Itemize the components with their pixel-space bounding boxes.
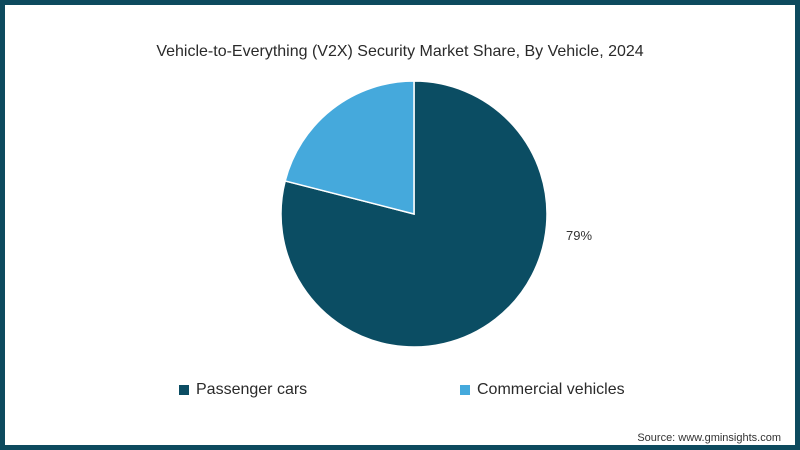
chart-title: Vehicle-to-Everything (V2X) Security Mar… bbox=[156, 43, 644, 60]
legend-label: Commercial vehicles bbox=[477, 381, 625, 398]
legend-item-passenger-cars: Passenger cars bbox=[179, 381, 307, 399]
source-note: Source: www.gminsights.com bbox=[637, 432, 781, 444]
legend-swatch-passenger-cars bbox=[179, 385, 189, 395]
pie-chart bbox=[280, 80, 548, 348]
legend-label: Passenger cars bbox=[196, 381, 308, 398]
legend-item-commercial-vehicles: Commercial vehicles bbox=[460, 381, 625, 399]
chart-frame: Vehicle-to-Everything (V2X) Security Mar… bbox=[5, 5, 795, 445]
slice-label-passenger-cars: 79% bbox=[566, 228, 593, 243]
pie-slice-commercial-vehicles bbox=[284, 80, 415, 215]
legend-swatch-commercial-vehicles bbox=[460, 385, 470, 395]
